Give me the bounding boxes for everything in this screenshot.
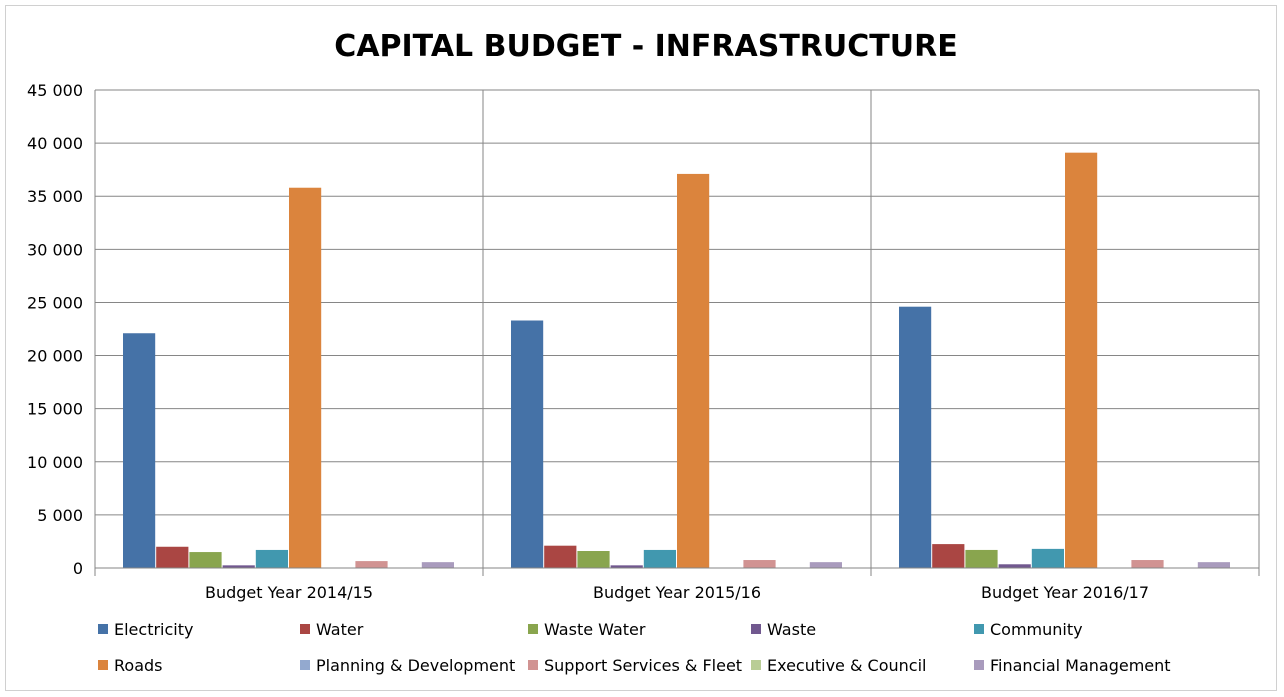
chart-title: CAPITAL BUDGET - INFRASTRUCTURE — [334, 29, 957, 64]
chart-container: CAPITAL BUDGET - INFRASTRUCTURE 0 5 000 10… — [5, 5, 1277, 691]
y-tick-label: 40 000 — [27, 134, 83, 153]
bar — [156, 546, 189, 568]
y-tick-label: 0 — [73, 559, 83, 578]
legend-swatch — [528, 660, 538, 670]
legend-label: Water — [316, 620, 364, 639]
legend-swatch — [751, 624, 761, 634]
legend-swatch — [98, 624, 108, 634]
legend-label: Planning & Development — [316, 656, 515, 675]
bar — [932, 544, 965, 568]
bar — [998, 564, 1031, 568]
bar — [577, 551, 610, 568]
bar — [544, 545, 577, 568]
x-tick-label: Budget Year 2016/17 — [981, 583, 1149, 602]
legend-swatch — [974, 624, 984, 634]
bar — [289, 187, 322, 569]
legend-swatch — [300, 624, 310, 634]
y-tick-label: 35 000 — [27, 187, 83, 206]
bar — [189, 552, 222, 568]
bar — [255, 549, 288, 568]
bar — [511, 320, 544, 568]
bar — [899, 306, 932, 568]
bar — [1065, 152, 1098, 568]
y-tick-label: 20 000 — [27, 347, 83, 366]
y-tick-label: 5 000 — [37, 506, 83, 525]
legend-label: Waste Water — [544, 620, 646, 639]
legend-label: Financial Management — [990, 656, 1171, 675]
legend-label: Support Services & Fleet — [544, 656, 742, 675]
legend-swatch — [528, 624, 538, 634]
bar — [809, 562, 842, 568]
legend-label: Waste — [767, 620, 816, 639]
x-tick-label: Budget Year 2014/15 — [205, 583, 373, 602]
x-tick-label: Budget Year 2015/16 — [593, 583, 761, 602]
legend-label: Executive & Council — [767, 656, 926, 675]
bar — [421, 562, 454, 568]
y-tick-label: 45 000 — [27, 81, 83, 100]
legend-swatch — [300, 660, 310, 670]
legend-swatch — [974, 660, 984, 670]
bar — [222, 565, 255, 568]
bar — [1197, 562, 1230, 568]
y-tick-label: 25 000 — [27, 293, 83, 312]
legend-label: Community — [990, 620, 1083, 639]
legend-swatch — [751, 660, 761, 670]
bar — [743, 560, 776, 568]
legend-label: Roads — [114, 656, 162, 675]
bar — [1031, 548, 1064, 568]
y-tick-label: 10 000 — [27, 453, 83, 472]
bar — [123, 333, 156, 568]
bar — [610, 565, 643, 568]
bar — [965, 549, 998, 568]
y-tick-label: 30 000 — [27, 240, 83, 259]
bar-chart: CAPITAL BUDGET - INFRASTRUCTURE 0 5 000 10… — [27, 29, 1260, 675]
y-tick-label: 15 000 — [27, 400, 83, 419]
bar — [355, 561, 388, 568]
bar — [677, 173, 710, 568]
legend-label: Electricity — [114, 620, 193, 639]
bar — [643, 549, 676, 568]
bar — [1131, 560, 1164, 568]
legend-swatch — [98, 660, 108, 670]
